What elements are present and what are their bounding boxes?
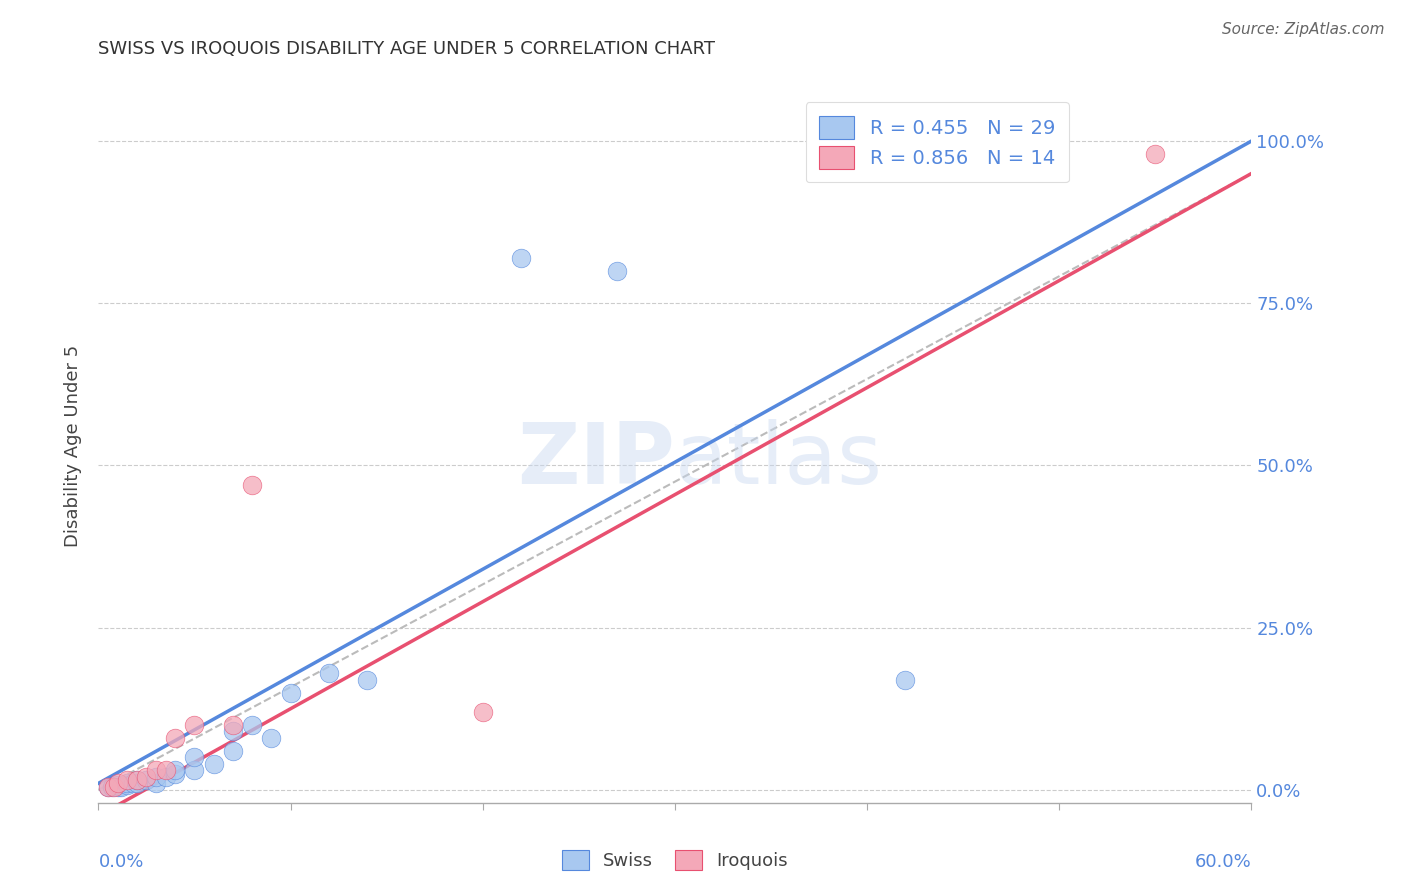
Point bbox=[117, 776, 138, 790]
Point bbox=[222, 718, 245, 732]
Text: SWISS VS IROQUOIS DISABILITY AGE UNDER 5 CORRELATION CHART: SWISS VS IROQUOIS DISABILITY AGE UNDER 5… bbox=[98, 40, 716, 58]
Point bbox=[183, 750, 205, 764]
Point bbox=[1144, 147, 1167, 161]
Point bbox=[103, 780, 125, 794]
Point bbox=[165, 731, 187, 745]
Point bbox=[107, 776, 129, 790]
Y-axis label: Disability Age Under 5: Disability Age Under 5 bbox=[63, 345, 82, 547]
Point bbox=[101, 780, 124, 794]
Point bbox=[155, 770, 177, 784]
Point bbox=[155, 764, 177, 778]
Point bbox=[894, 673, 917, 687]
Point bbox=[222, 744, 245, 758]
Text: Source: ZipAtlas.com: Source: ZipAtlas.com bbox=[1222, 22, 1385, 37]
Point bbox=[97, 780, 120, 794]
Point bbox=[145, 764, 167, 778]
Point bbox=[183, 718, 205, 732]
Point bbox=[135, 773, 157, 788]
Point bbox=[606, 264, 628, 278]
Point bbox=[260, 731, 283, 745]
Text: atlas: atlas bbox=[675, 418, 883, 502]
Text: ZIP: ZIP bbox=[517, 418, 675, 502]
Point bbox=[510, 251, 533, 265]
Point bbox=[165, 764, 187, 778]
Point bbox=[183, 764, 205, 778]
Point bbox=[240, 718, 263, 732]
Point bbox=[135, 770, 157, 784]
Point bbox=[107, 778, 129, 792]
Point bbox=[125, 776, 148, 790]
Point bbox=[240, 478, 263, 492]
Point bbox=[222, 724, 245, 739]
Point bbox=[107, 780, 129, 794]
Point bbox=[202, 756, 225, 771]
Point bbox=[318, 666, 340, 681]
Point bbox=[145, 776, 167, 790]
Point bbox=[125, 773, 148, 788]
Point bbox=[122, 776, 145, 790]
Point bbox=[97, 780, 120, 794]
Point bbox=[117, 778, 138, 792]
Point bbox=[356, 673, 378, 687]
Legend: Swiss, Iroquois: Swiss, Iroquois bbox=[553, 840, 797, 880]
Point bbox=[117, 773, 138, 788]
Point bbox=[145, 770, 167, 784]
Point bbox=[110, 780, 132, 794]
Text: 0.0%: 0.0% bbox=[98, 853, 143, 871]
Text: 60.0%: 60.0% bbox=[1195, 853, 1251, 871]
Point bbox=[125, 773, 148, 788]
Point bbox=[280, 685, 302, 699]
Point bbox=[165, 766, 187, 780]
Point bbox=[471, 705, 494, 719]
